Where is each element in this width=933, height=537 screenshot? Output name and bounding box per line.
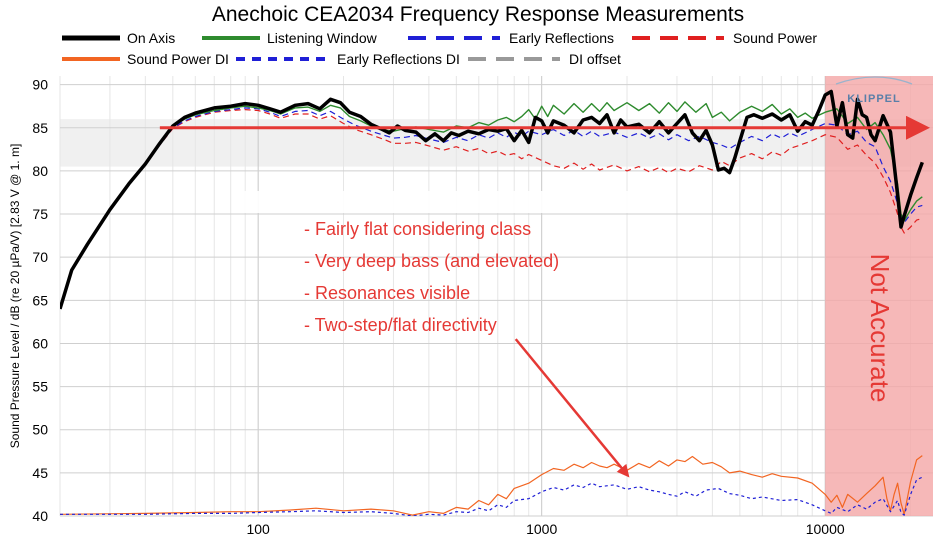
y-tick-label: 70 — [32, 249, 48, 265]
klippel-logo-text: KLIPPEL — [847, 93, 900, 105]
legend-label: On Axis — [127, 30, 175, 46]
y-tick-label: 50 — [32, 422, 48, 438]
not-accurate-label: Not Accurate — [865, 254, 895, 403]
series-early-reflections — [60, 107, 923, 310]
klippel-logo: KLIPPEL — [835, 76, 913, 105]
annotation-notes: - Fairly flat considering class - Very de… — [304, 219, 559, 335]
legend-label: Early Reflections DI — [337, 51, 460, 67]
series-sound-power — [60, 109, 923, 310]
x-tick-label: 1000 — [526, 521, 557, 537]
y-tick-label: 75 — [32, 206, 48, 222]
legend-label: DI offset — [569, 51, 621, 67]
x-tick-label: 10000 — [806, 521, 845, 537]
legend-label: Listening Window — [267, 30, 378, 46]
y-tick-label: 55 — [32, 379, 48, 395]
y-tick-label: 90 — [32, 77, 48, 93]
x-axis-ticks: 100 1000 10000 — [246, 521, 844, 537]
y-tick-label: 65 — [32, 292, 48, 308]
series-group — [60, 89, 924, 516]
legend-label: Sound Power DI — [127, 51, 229, 67]
directivity-arrow — [514, 338, 630, 478]
chart-title: Anechoic CEA2034 Frequency Response Meas… — [212, 3, 744, 26]
y-tick-label: 60 — [32, 335, 48, 351]
series-on-axis — [60, 89, 924, 310]
annotation-note: - Resonances visible — [304, 283, 470, 303]
y-axis-ticks: 40 45 50 55 60 65 70 75 80 85 90 — [32, 77, 48, 524]
y-axis-label: Sound Pressure Level / dB (re 20 µPa/V) … — [8, 144, 22, 449]
y-tick-label: 80 — [32, 163, 48, 179]
y-tick-label: 40 — [32, 508, 48, 524]
not-accurate-region — [825, 76, 933, 516]
annotation-note: - Fairly flat considering class — [304, 219, 531, 239]
notes-backdrop — [243, 191, 653, 213]
x-tick-label: 100 — [246, 521, 270, 537]
y-tick-label: 85 — [32, 120, 48, 136]
plot-area — [60, 76, 933, 516]
legend: On Axis Listening Window Early Reflections… — [62, 30, 817, 67]
annotation-note: - Two-step/flat directivity — [304, 315, 497, 335]
annotation-note: - Very deep bass (and elevated) — [304, 251, 559, 271]
legend-label: Sound Power — [733, 30, 817, 46]
series-sound-power-di — [60, 455, 923, 516]
legend-label: Early Reflections — [509, 30, 614, 46]
y-tick-label: 45 — [32, 465, 48, 481]
